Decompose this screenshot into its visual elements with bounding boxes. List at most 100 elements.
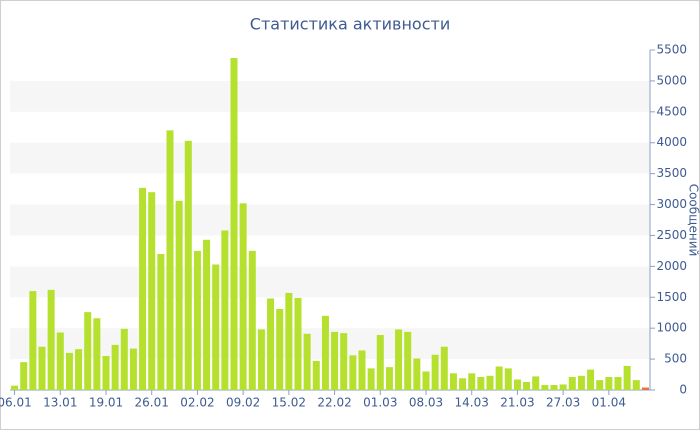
bar [532,376,540,390]
bar [47,289,55,390]
y-axis-label: Сообщений [687,184,700,257]
bar [632,380,640,390]
bar [641,387,649,390]
grid-band [10,328,650,360]
bar [568,377,576,390]
y-tick-label: 3000 [656,197,687,211]
bar [413,358,421,390]
x-tick-label: 06.01 [0,396,32,410]
bar [331,331,339,390]
bar [56,332,64,390]
bar [166,130,174,390]
y-tick-label: 1500 [656,290,687,304]
y-tick-label: 2500 [656,228,687,242]
bar [276,309,284,390]
bar [203,239,211,390]
y-tick-label: 5000 [656,73,687,87]
bar [157,254,165,390]
bar [495,366,503,390]
y-tick-label: 5500 [656,43,687,57]
bar [102,356,110,390]
bar [623,365,631,390]
bar [349,355,357,390]
bar [84,312,92,390]
x-tick-label: 27.03 [546,396,580,410]
x-tick-label: 01.03 [363,396,397,410]
bar [587,369,595,390]
bar [367,368,375,390]
bar [577,375,585,390]
x-tick-label: 14.03 [455,396,489,410]
bar [459,378,467,390]
x-tick-label: 21.03 [500,396,534,410]
bar [440,346,448,390]
bar [404,331,412,390]
bar [221,230,229,390]
y-tick-label: 3500 [656,166,687,180]
bar [285,292,293,390]
bar [596,380,604,390]
bar [312,360,320,390]
bar [395,329,403,390]
bar [523,381,531,390]
bar [212,264,220,390]
x-tick-label: 09.02 [226,396,260,410]
bar [239,203,247,390]
bar [230,58,238,390]
bar [148,192,156,390]
x-tick-label: 19.01 [89,396,123,410]
bar [321,315,329,390]
bar [422,371,430,390]
bar [486,375,494,390]
chart-title: Статистика активности [250,15,450,34]
bar [129,348,137,390]
bar [513,379,521,390]
bar [93,318,101,390]
bar [11,385,19,390]
x-tick-label: 02.02 [180,396,214,410]
x-tick-label: 13.01 [43,396,77,410]
bar [75,349,83,390]
bar [468,373,476,390]
y-tick-label: 2000 [656,259,687,273]
bar [111,344,119,390]
x-tick-label: 01.04 [592,396,626,410]
y-tick-label: 1000 [656,321,687,335]
bar [614,377,622,390]
bar [559,384,567,390]
x-tick-label: 26.01 [135,396,169,410]
bar [257,329,265,390]
bar [184,140,192,390]
bar [340,333,348,390]
bar [175,200,183,390]
x-tick-label: 22.02 [317,396,351,410]
bar [550,385,558,390]
bar [303,333,311,390]
grid-band [10,142,650,174]
bar [376,334,384,390]
bar [120,328,128,390]
bar [431,354,439,390]
bar [358,350,366,390]
bar [20,362,28,390]
bar [605,377,613,390]
grid-band [10,266,650,298]
bar [139,187,147,390]
bar [294,297,302,390]
bar [267,298,275,390]
bar [193,250,201,390]
bar [38,346,46,390]
x-tick-label: 08.03 [409,396,443,410]
y-tick-label: 500 [664,352,687,366]
bar [449,373,457,390]
y-tick-label: 4000 [656,135,687,149]
x-tick-label: 15.02 [272,396,306,410]
y-tick-label: 0 [679,383,687,397]
y-tick-label: 4500 [656,104,687,118]
grid-band [10,204,650,236]
bar [477,377,485,390]
bar [541,385,549,390]
grid-band [10,80,650,112]
bar [29,291,37,390]
